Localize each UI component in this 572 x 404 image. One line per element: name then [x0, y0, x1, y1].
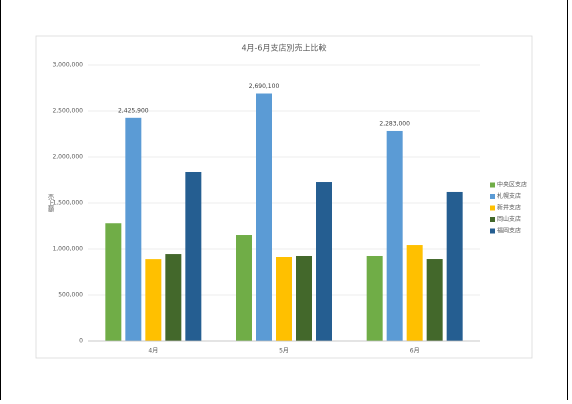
bar: [426, 259, 443, 341]
bar: [165, 254, 182, 341]
bar: [185, 171, 202, 341]
bar: [316, 182, 332, 341]
bar: [125, 117, 142, 341]
y-axis-title: 売上額: [47, 193, 54, 213]
legend-swatch: [490, 228, 495, 234]
legend-swatch: [490, 182, 495, 188]
legend-label: 岡山支店: [497, 215, 521, 223]
legend-label: 中央区支店: [497, 181, 527, 189]
bar: [386, 130, 403, 341]
bar: [366, 255, 383, 341]
y-tick-label: 1,000,000: [52, 246, 83, 253]
legend-label: 札幌支店: [497, 192, 521, 200]
legend-swatch: [490, 194, 495, 199]
bar: [276, 257, 292, 341]
x-tick-label: 6月: [410, 348, 420, 355]
bar: [446, 191, 463, 341]
data-label: 2,283,000: [379, 120, 410, 127]
bar: [296, 255, 312, 341]
data-label: 2,690,100: [249, 83, 280, 90]
chart-title: 4月-6月支店別売上比較: [241, 43, 326, 53]
bar: [236, 235, 252, 341]
bar: [406, 245, 423, 341]
y-tick-label: 2,500,000: [52, 108, 83, 115]
bar: [256, 93, 272, 341]
legend-label: 新井支店: [497, 204, 521, 212]
y-tick-label: 2,000,000: [52, 154, 83, 161]
legend-swatch: [490, 217, 495, 222]
y-tick-label: 500,000: [58, 292, 83, 299]
y-tick-label: 1,500,000: [52, 200, 83, 207]
y-tick-label: 3,000,000: [52, 62, 83, 69]
legend-label: 福岡支店: [497, 227, 521, 235]
data-label: 2,425,900: [118, 107, 149, 114]
bar: [145, 259, 162, 341]
legend-swatch: [490, 205, 495, 211]
x-tick-label: 5月: [279, 348, 289, 355]
y-tick-label: 0: [79, 338, 83, 345]
x-tick-label: 4月: [148, 348, 158, 355]
bar: [105, 223, 122, 341]
